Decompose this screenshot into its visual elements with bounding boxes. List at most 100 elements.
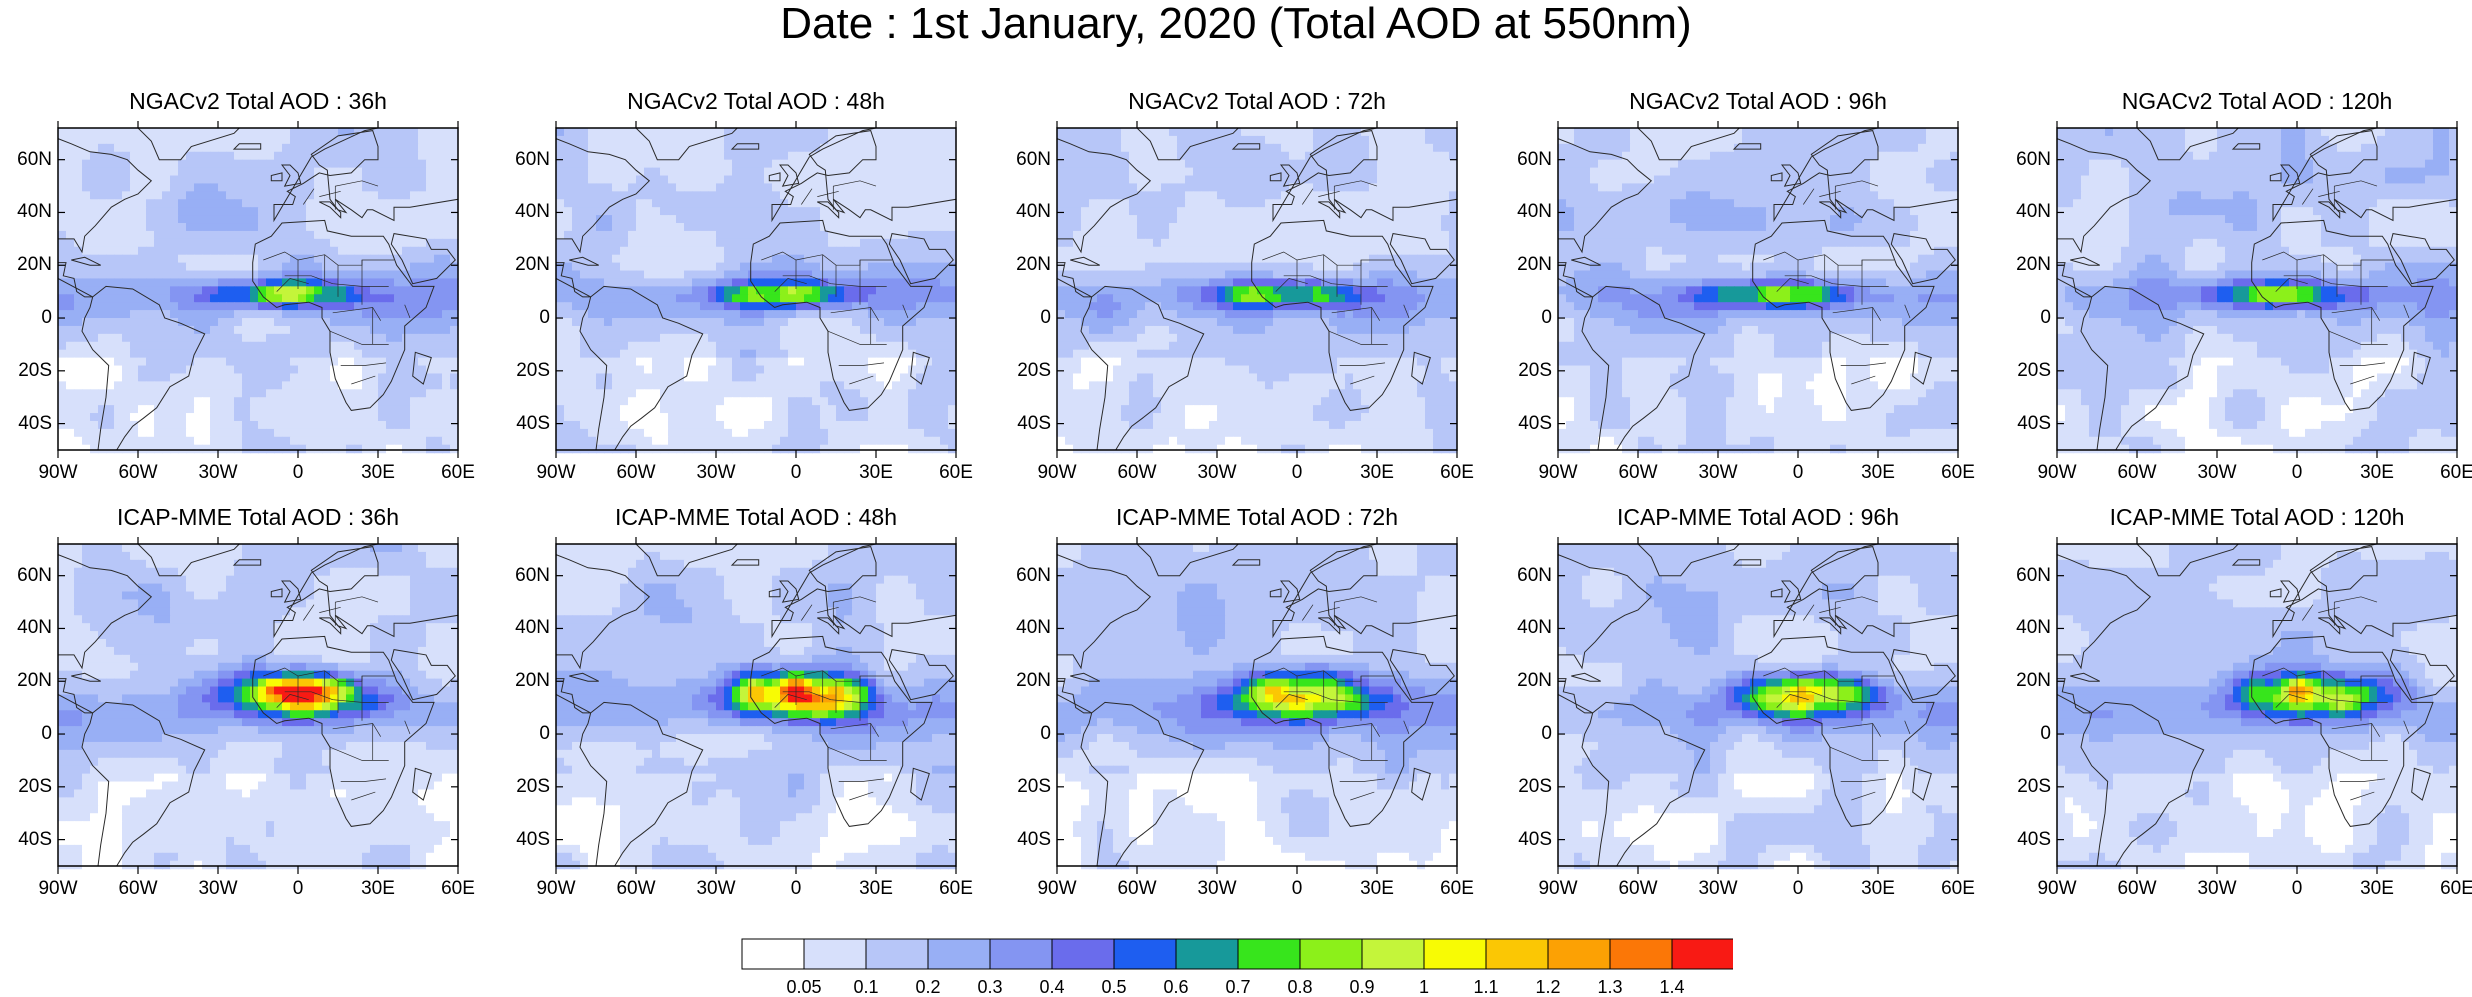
aod-field xyxy=(1558,128,1959,453)
lon-tick-label: 90W xyxy=(1528,879,1588,898)
lat-tick-label: 20N xyxy=(0,671,52,690)
lon-tick-label: 60E xyxy=(428,463,488,482)
lon-tick-label: 60E xyxy=(2427,879,2472,898)
lon-tick-label: 30W xyxy=(1187,879,1247,898)
colorbar-swatch xyxy=(990,939,1052,969)
lat-tick-label: 20S xyxy=(0,777,52,796)
lon-tick-label: 30E xyxy=(1347,879,1407,898)
lon-tick-label: 60W xyxy=(1608,879,1668,898)
lon-tick-label: 30E xyxy=(846,879,906,898)
colorbar-label: 0.7 xyxy=(1213,978,1263,996)
lon-tick-label: 30E xyxy=(846,463,906,482)
lon-tick-label: 60W xyxy=(108,463,168,482)
lat-tick-label: 60N xyxy=(498,150,550,169)
colorbar-label: 1.2 xyxy=(1523,978,1573,996)
lat-tick-label: 40N xyxy=(999,618,1051,637)
panel-title: ICAP-MME Total AOD : 72h xyxy=(1057,506,1457,529)
aod-field xyxy=(2057,544,2458,869)
colorbar-label: 0.4 xyxy=(1027,978,1077,996)
lon-tick-label: 60E xyxy=(1427,463,1487,482)
figure-title: Date : 1st January, 2020 (Total AOD at 5… xyxy=(0,2,2472,46)
aod-map xyxy=(58,128,458,450)
lon-tick-label: 0 xyxy=(1267,879,1327,898)
lat-tick-label: 20N xyxy=(498,255,550,274)
colorbar-swatch xyxy=(1052,939,1114,969)
panel-title: NGACv2 Total AOD : 96h xyxy=(1558,90,1958,113)
colorbar-label: 0.5 xyxy=(1089,978,1139,996)
colorbar-label: 1.3 xyxy=(1585,978,1635,996)
panel-title: NGACv2 Total AOD : 120h xyxy=(2057,90,2457,113)
colorbar-label: 0.6 xyxy=(1151,978,1201,996)
lon-tick-label: 60E xyxy=(1427,879,1487,898)
lat-tick-label: 40S xyxy=(1999,830,2051,849)
lat-tick-label: 40S xyxy=(0,830,52,849)
lat-tick-label: 0 xyxy=(0,724,52,743)
lon-tick-label: 60W xyxy=(606,879,666,898)
colorbar-label: 1.4 xyxy=(1647,978,1697,996)
lat-tick-label: 40S xyxy=(1500,830,1552,849)
aod-colorbar xyxy=(741,938,1733,970)
lon-tick-label: 30W xyxy=(686,463,746,482)
aod-field xyxy=(556,544,957,869)
panel-title: NGACv2 Total AOD : 48h xyxy=(556,90,956,113)
lon-tick-label: 90W xyxy=(2027,463,2087,482)
lat-tick-label: 20S xyxy=(498,361,550,380)
lon-tick-label: 60E xyxy=(1928,879,1988,898)
lat-tick-label: 0 xyxy=(999,308,1051,327)
lat-tick-label: 20S xyxy=(1500,777,1552,796)
lon-tick-label: 30W xyxy=(2187,879,2247,898)
lon-tick-label: 30E xyxy=(2347,463,2407,482)
colorbar-label: 0.05 xyxy=(779,978,829,996)
lat-tick-label: 20S xyxy=(999,777,1051,796)
aod-map xyxy=(58,544,458,866)
aod-map xyxy=(556,544,956,866)
colorbar-swatch xyxy=(1114,939,1176,969)
lat-tick-label: 20N xyxy=(1500,671,1552,690)
lat-tick-label: 20N xyxy=(1999,255,2051,274)
lon-tick-label: 30W xyxy=(1688,463,1748,482)
lon-tick-label: 30E xyxy=(2347,879,2407,898)
aod-map xyxy=(556,128,956,450)
lat-tick-label: 20N xyxy=(999,255,1051,274)
lat-tick-label: 20N xyxy=(498,671,550,690)
lat-tick-label: 40S xyxy=(999,414,1051,433)
lat-tick-label: 0 xyxy=(1500,308,1552,327)
colorbar-label: 0.8 xyxy=(1275,978,1325,996)
panel-title: NGACv2 Total AOD : 72h xyxy=(1057,90,1457,113)
lat-tick-label: 20S xyxy=(0,361,52,380)
lon-tick-label: 30E xyxy=(348,879,408,898)
lon-tick-label: 60E xyxy=(1928,463,1988,482)
colorbar-swatch xyxy=(1548,939,1610,969)
aod-field xyxy=(1558,544,1959,869)
lat-tick-label: 20N xyxy=(999,671,1051,690)
colorbar-swatch xyxy=(1424,939,1486,969)
lon-tick-label: 30E xyxy=(1848,463,1908,482)
lat-tick-label: 40N xyxy=(0,618,52,637)
aod-map xyxy=(1057,544,1457,866)
lon-tick-label: 90W xyxy=(526,463,586,482)
lon-tick-label: 0 xyxy=(1768,463,1828,482)
lat-tick-label: 40N xyxy=(1999,202,2051,221)
colorbar-swatch xyxy=(804,939,866,969)
aod-field xyxy=(2057,128,2458,453)
lon-tick-label: 60W xyxy=(108,879,168,898)
aod-map xyxy=(2057,544,2457,866)
lon-tick-label: 60E xyxy=(926,463,986,482)
lon-tick-label: 30W xyxy=(188,463,248,482)
colorbar-swatch xyxy=(866,939,928,969)
lon-tick-label: 30W xyxy=(2187,463,2247,482)
colorbar-swatch xyxy=(1486,939,1548,969)
colorbar-swatch xyxy=(1176,939,1238,969)
lon-tick-label: 0 xyxy=(2267,879,2327,898)
lon-tick-label: 0 xyxy=(766,463,826,482)
lat-tick-label: 60N xyxy=(1500,566,1552,585)
lat-tick-label: 40S xyxy=(498,830,550,849)
colorbar-label: 0.3 xyxy=(965,978,1015,996)
lat-tick-label: 60N xyxy=(0,150,52,169)
lat-tick-label: 20S xyxy=(498,777,550,796)
aod-field xyxy=(1057,128,1458,453)
lat-tick-label: 0 xyxy=(498,724,550,743)
